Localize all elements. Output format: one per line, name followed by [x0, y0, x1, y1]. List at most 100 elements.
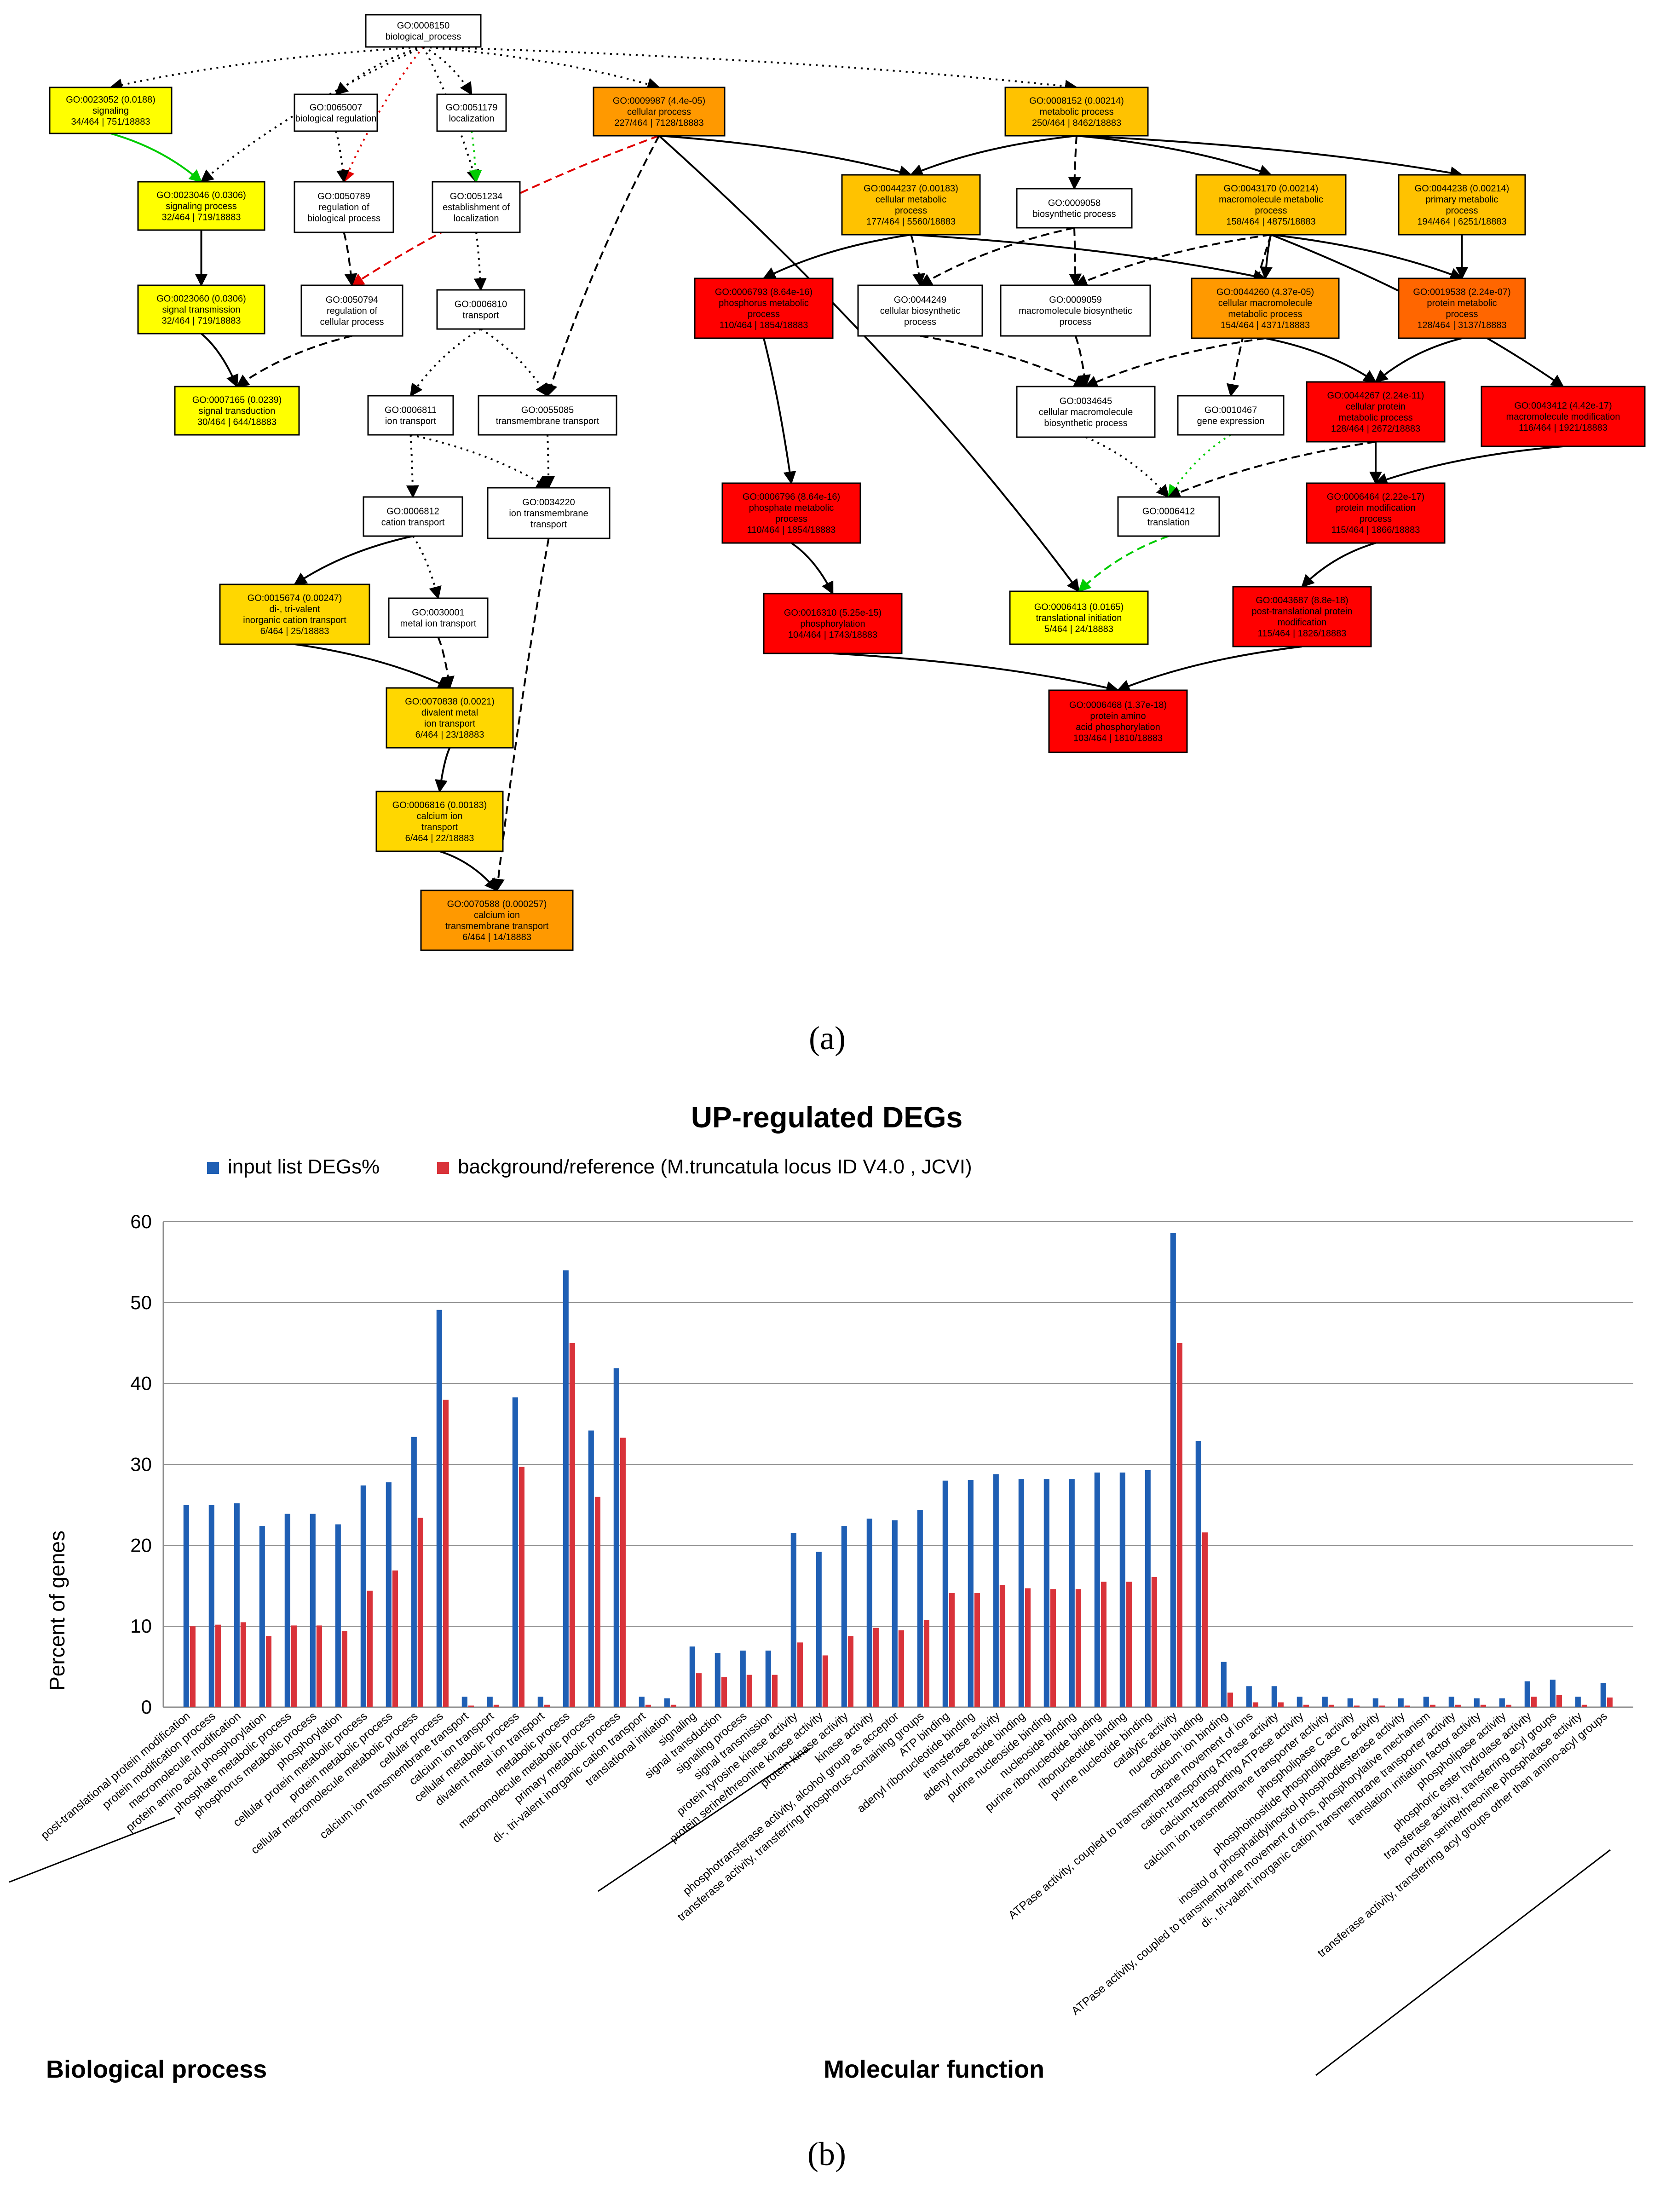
dag-edge-n9987-n44237 [659, 135, 912, 178]
go-term-text: process [895, 206, 927, 216]
dag-edge-n8150-n65007 [334, 46, 424, 95]
go-term-text: biosynthetic process [1044, 418, 1127, 428]
bar-background [493, 1704, 499, 1707]
bar-input-list [310, 1513, 316, 1707]
go-term-text: 32/464 | 719/18883 [161, 316, 241, 326]
dag-edge-n43687-n6468 [1117, 646, 1302, 692]
dag-edge-n65007-n50789 [335, 131, 349, 183]
y-tick-label: 0 [141, 1696, 152, 1718]
go-term-text: GO:0044237 (0.00183) [864, 184, 958, 194]
dag-edges [109, 46, 1564, 892]
go-term-text: 110/464 | 1854/18883 [720, 320, 808, 330]
go-term-text: cellular biosynthetic [880, 306, 961, 316]
go-term-node: GO:0015674 (0.00247)di-, tri-valentinorg… [219, 583, 370, 645]
go-term-text: ion transmembrane [509, 508, 588, 519]
go-term-text: calcium ion [416, 811, 462, 821]
bar-input-list [1398, 1698, 1404, 1707]
dag-edge-n6796-n16310 [790, 542, 834, 595]
go-term-text: translation [1147, 518, 1190, 528]
dag-edge-n43170-n19538 [1271, 234, 1464, 280]
go-term-box [1191, 277, 1340, 339]
go-term-box [386, 687, 514, 749]
y-tick-label: 10 [130, 1615, 152, 1637]
go-term-text: cellular macromolecule [1039, 407, 1133, 417]
bar-input-list [816, 1552, 822, 1707]
go-term-node: GO:0044237 (0.00183)cellular metabolicpr… [841, 174, 981, 236]
bar-input-list [639, 1697, 645, 1707]
bar-input-list [360, 1485, 366, 1707]
go-term-text: regulation of [318, 202, 369, 213]
bar-input-list [1423, 1697, 1429, 1707]
dag-edge-n6810-n6811 [409, 328, 482, 397]
go-term-text: GO:0009058 [1048, 198, 1101, 208]
go-term-box [137, 284, 265, 335]
go-term-text: transmembrane transport [445, 921, 549, 931]
bar-input-list [942, 1480, 948, 1707]
go-term-box [363, 496, 463, 537]
bar-background [1531, 1697, 1537, 1707]
group-label-molecular-function: Molecular function [824, 2056, 1044, 2083]
go-term-text: GO:0023060 (0.0306) [156, 294, 246, 304]
go-term-text: 6/464 | 14/18883 [462, 932, 531, 942]
go-term-text: metal ion transport [400, 619, 477, 629]
go-term-box [593, 87, 726, 137]
bar-background [1354, 1705, 1360, 1707]
bar-background [822, 1655, 828, 1707]
y-tick-label: 20 [130, 1534, 152, 1556]
go-term-node: GO:0016310 (5.25e-15)phosphorylation104/… [763, 593, 903, 654]
go-term-text: cellular metabolic [876, 195, 947, 205]
bar-input-list [613, 1368, 619, 1707]
go-term-text: translational initiation [1036, 613, 1122, 624]
dag-edge-n44237-n44249 [910, 234, 926, 287]
go-term-text: GO:0070588 (0.000257) [447, 899, 547, 909]
bar-input-list [968, 1479, 974, 1707]
dag-edge-n6812-n15674 [294, 535, 413, 585]
go-term-text: metabolic process [1228, 309, 1302, 319]
go-term-node: GO:0043412 (4.42e-17)macromolecule modif… [1481, 386, 1646, 447]
dag-edge-n23052-n23046 [110, 133, 202, 183]
dag-edge-n6816-n70588 [439, 850, 498, 892]
bar-background [190, 1626, 196, 1707]
go-term-node: GO:0044260 (4.37e-05)cellular macromolec… [1191, 277, 1340, 339]
bar-background [594, 1496, 600, 1707]
dag-edge-n9058-n44249 [919, 227, 1075, 286]
bar-input-list [841, 1526, 847, 1707]
group-dividers [9, 1748, 1611, 2076]
go-term-text: metabolic process [1039, 107, 1113, 117]
go-term-text: post-translational protein [1251, 606, 1352, 617]
bar-background [1202, 1532, 1208, 1707]
go-term-text: signal transduction [199, 406, 276, 416]
bar-background [1278, 1702, 1284, 1707]
go-term-text: divalent metal [421, 708, 478, 718]
go-term-text: ion transport [424, 719, 476, 729]
go-term-text: GO:0051179 [445, 103, 497, 113]
bar-input-list [1347, 1698, 1353, 1707]
go-term-node: GO:0006464 (2.22e-17)protein modificatio… [1306, 482, 1446, 544]
dag-edge-n15674-n70838 [294, 643, 451, 689]
bar-background [1480, 1704, 1486, 1707]
go-term-text: GO:0019538 (2.24e-07) [1413, 287, 1510, 297]
bar-background [1126, 1582, 1132, 1707]
group-divider-mf-left [598, 1748, 810, 1892]
go-term-text: localization [454, 214, 499, 224]
go-term-box [841, 174, 981, 236]
go-term-node: GO:0070588 (0.000257)calcium iontransmem… [420, 889, 574, 951]
bar-input-list [1145, 1470, 1151, 1707]
go-term-box [1004, 87, 1149, 137]
bar-background [1505, 1704, 1511, 1707]
go-term-box [1117, 496, 1220, 537]
bar-background [316, 1625, 322, 1707]
dag-edge-n6793-n6796 [763, 338, 796, 485]
bar-background [898, 1630, 904, 1707]
go-term-box [1306, 381, 1446, 443]
bar-background [1050, 1589, 1056, 1707]
go-term-node: GO:0006413 (0.0165)translational initiat… [1009, 590, 1149, 645]
